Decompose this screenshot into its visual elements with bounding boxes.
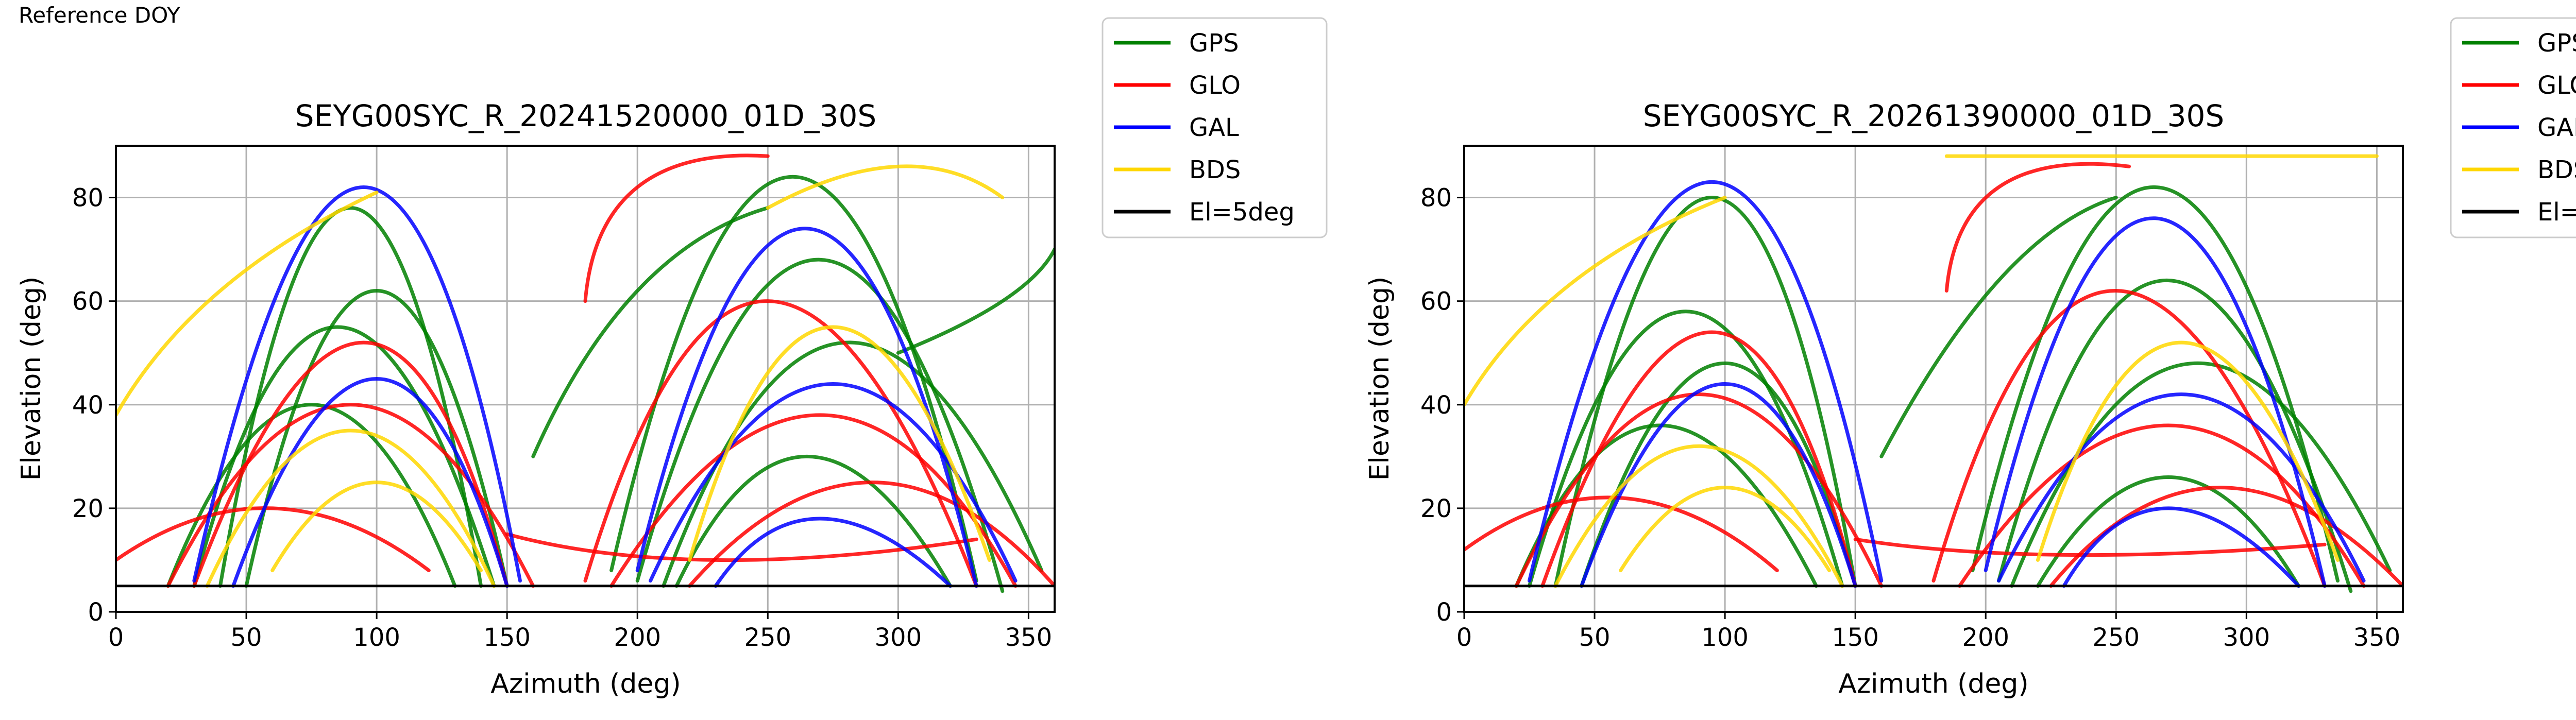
track-bds bbox=[270, 481, 483, 573]
y-tick-label: 80 bbox=[1420, 184, 1452, 213]
track-glo bbox=[2049, 486, 2403, 588]
track-glo bbox=[1931, 289, 2327, 588]
legend-label: GPS bbox=[2537, 29, 2576, 58]
y-tick-label: 0 bbox=[1436, 598, 1452, 627]
y-tick-label: 80 bbox=[72, 184, 104, 213]
track-gal bbox=[714, 517, 953, 588]
track-gal bbox=[2062, 506, 2301, 588]
y-tick-label: 40 bbox=[1420, 391, 1452, 420]
x-tick-label: 250 bbox=[744, 623, 791, 652]
legend-label: GAL bbox=[2537, 113, 2576, 142]
legend: GPS GLO GAL BDS El=5deg bbox=[2450, 17, 2576, 238]
chart-left: SEYG00SYC_R_20241520000_01D_30S 0 50 100 15… bbox=[16, 17, 1328, 699]
track-gps bbox=[244, 289, 509, 588]
legend-label: GPS bbox=[1189, 29, 1239, 58]
y-tick-label: 0 bbox=[88, 598, 104, 627]
track-gps bbox=[674, 455, 953, 588]
x-tick-label: 300 bbox=[2223, 623, 2270, 652]
header-text: Reference DOY bbox=[19, 3, 180, 28]
track-gal bbox=[1984, 216, 2327, 588]
legend-label: BDS bbox=[2537, 156, 2576, 184]
x-tick-label: 100 bbox=[1701, 623, 1749, 652]
track-glo bbox=[583, 299, 978, 588]
x-tick-label: 150 bbox=[1832, 623, 1879, 652]
track-gps bbox=[2010, 361, 2392, 588]
x-tick-label: 200 bbox=[614, 623, 661, 652]
x-tick-label: 50 bbox=[231, 623, 262, 652]
x-tick-label: 300 bbox=[875, 623, 922, 652]
track-bds bbox=[1619, 486, 1832, 573]
track-gps bbox=[635, 258, 1005, 593]
legend-label: GLO bbox=[1189, 71, 1241, 100]
legend-label: GAL bbox=[1189, 113, 1239, 142]
x-axis-label: Azimuth (deg) bbox=[1838, 668, 2028, 699]
track-bds bbox=[205, 428, 496, 588]
track-glo bbox=[687, 481, 1055, 588]
track-gal bbox=[231, 377, 509, 588]
x-tick-label: 150 bbox=[483, 623, 531, 652]
track-gps bbox=[1971, 185, 2340, 583]
x-tick-label: 350 bbox=[2353, 623, 2401, 652]
track-gal bbox=[1528, 180, 1884, 583]
track-glo bbox=[1464, 495, 1779, 573]
y-tick-label: 40 bbox=[72, 391, 104, 420]
legend: GPS GLO GAL BDS El=5deg bbox=[1101, 17, 1328, 238]
axes-frame bbox=[115, 145, 1056, 613]
track-gps bbox=[1997, 278, 2353, 593]
track-gps bbox=[1879, 196, 2118, 458]
x-tick-label: 350 bbox=[1005, 623, 1053, 652]
chart-right: SEYG00SYC_R_20261390000_01D_30S 0 50 100 15… bbox=[1364, 17, 2576, 699]
x-tick-label: 0 bbox=[1456, 623, 1472, 652]
y-axis-label: Elevation (deg) bbox=[1364, 277, 1395, 481]
x-tick-label: 100 bbox=[353, 623, 400, 652]
y-tick-label: 20 bbox=[72, 494, 104, 523]
track-gal bbox=[649, 382, 1018, 583]
legend-label: El=5deg bbox=[2537, 198, 2576, 227]
track-glo bbox=[1944, 162, 2131, 293]
track-bds bbox=[116, 191, 379, 417]
y-tick-label: 60 bbox=[1420, 287, 1452, 316]
track-bds bbox=[1553, 444, 1844, 588]
track-bds bbox=[2036, 340, 2340, 562]
legend-label: BDS bbox=[1189, 156, 1241, 184]
x-tick-label: 250 bbox=[2092, 623, 2140, 652]
plot-area bbox=[1464, 154, 2403, 593]
track-glo bbox=[116, 506, 431, 573]
y-axis-label: Elevation (deg) bbox=[16, 277, 47, 481]
track-bds bbox=[766, 164, 1005, 210]
x-tick-label: 200 bbox=[1962, 623, 2009, 652]
chart-title: SEYG00SYC_R_20241520000_01D_30S bbox=[295, 98, 877, 133]
track-glo bbox=[583, 153, 770, 303]
track-glo bbox=[609, 413, 1018, 588]
plot-area bbox=[116, 153, 1055, 593]
legend-label: El=5deg bbox=[1189, 198, 1295, 227]
track-bds bbox=[687, 325, 991, 562]
legend-box bbox=[1101, 17, 1328, 238]
track-glo bbox=[1958, 423, 2366, 588]
track-gps bbox=[896, 247, 1055, 355]
axes-frame bbox=[1463, 145, 2404, 613]
y-tick-label: 60 bbox=[72, 287, 104, 316]
track-gps bbox=[218, 206, 483, 588]
axes: 0 50 100 150 200 250 300 350 0 20 40 60 80 bbox=[72, 145, 1056, 652]
track-glo bbox=[192, 340, 509, 588]
axes: 0 50 100 150 200 250 300 350 0 20 40 60 80 bbox=[1420, 145, 2404, 652]
chart-title: SEYG00SYC_R_20261390000_01D_30S bbox=[1643, 98, 2225, 133]
track-gps bbox=[609, 175, 978, 583]
x-tick-label: 0 bbox=[108, 623, 124, 652]
legend-label: GLO bbox=[2537, 71, 2576, 100]
x-axis-label: Azimuth (deg) bbox=[490, 668, 681, 699]
track-gal bbox=[192, 185, 522, 583]
y-tick-label: 20 bbox=[1420, 494, 1452, 523]
track-gal bbox=[635, 227, 978, 588]
track-gps bbox=[531, 206, 770, 458]
track-glo bbox=[1853, 537, 2327, 557]
x-tick-label: 50 bbox=[1579, 623, 1611, 652]
track-glo bbox=[1540, 330, 1857, 588]
track-bds bbox=[1464, 196, 1727, 407]
track-gps bbox=[2036, 475, 2301, 588]
